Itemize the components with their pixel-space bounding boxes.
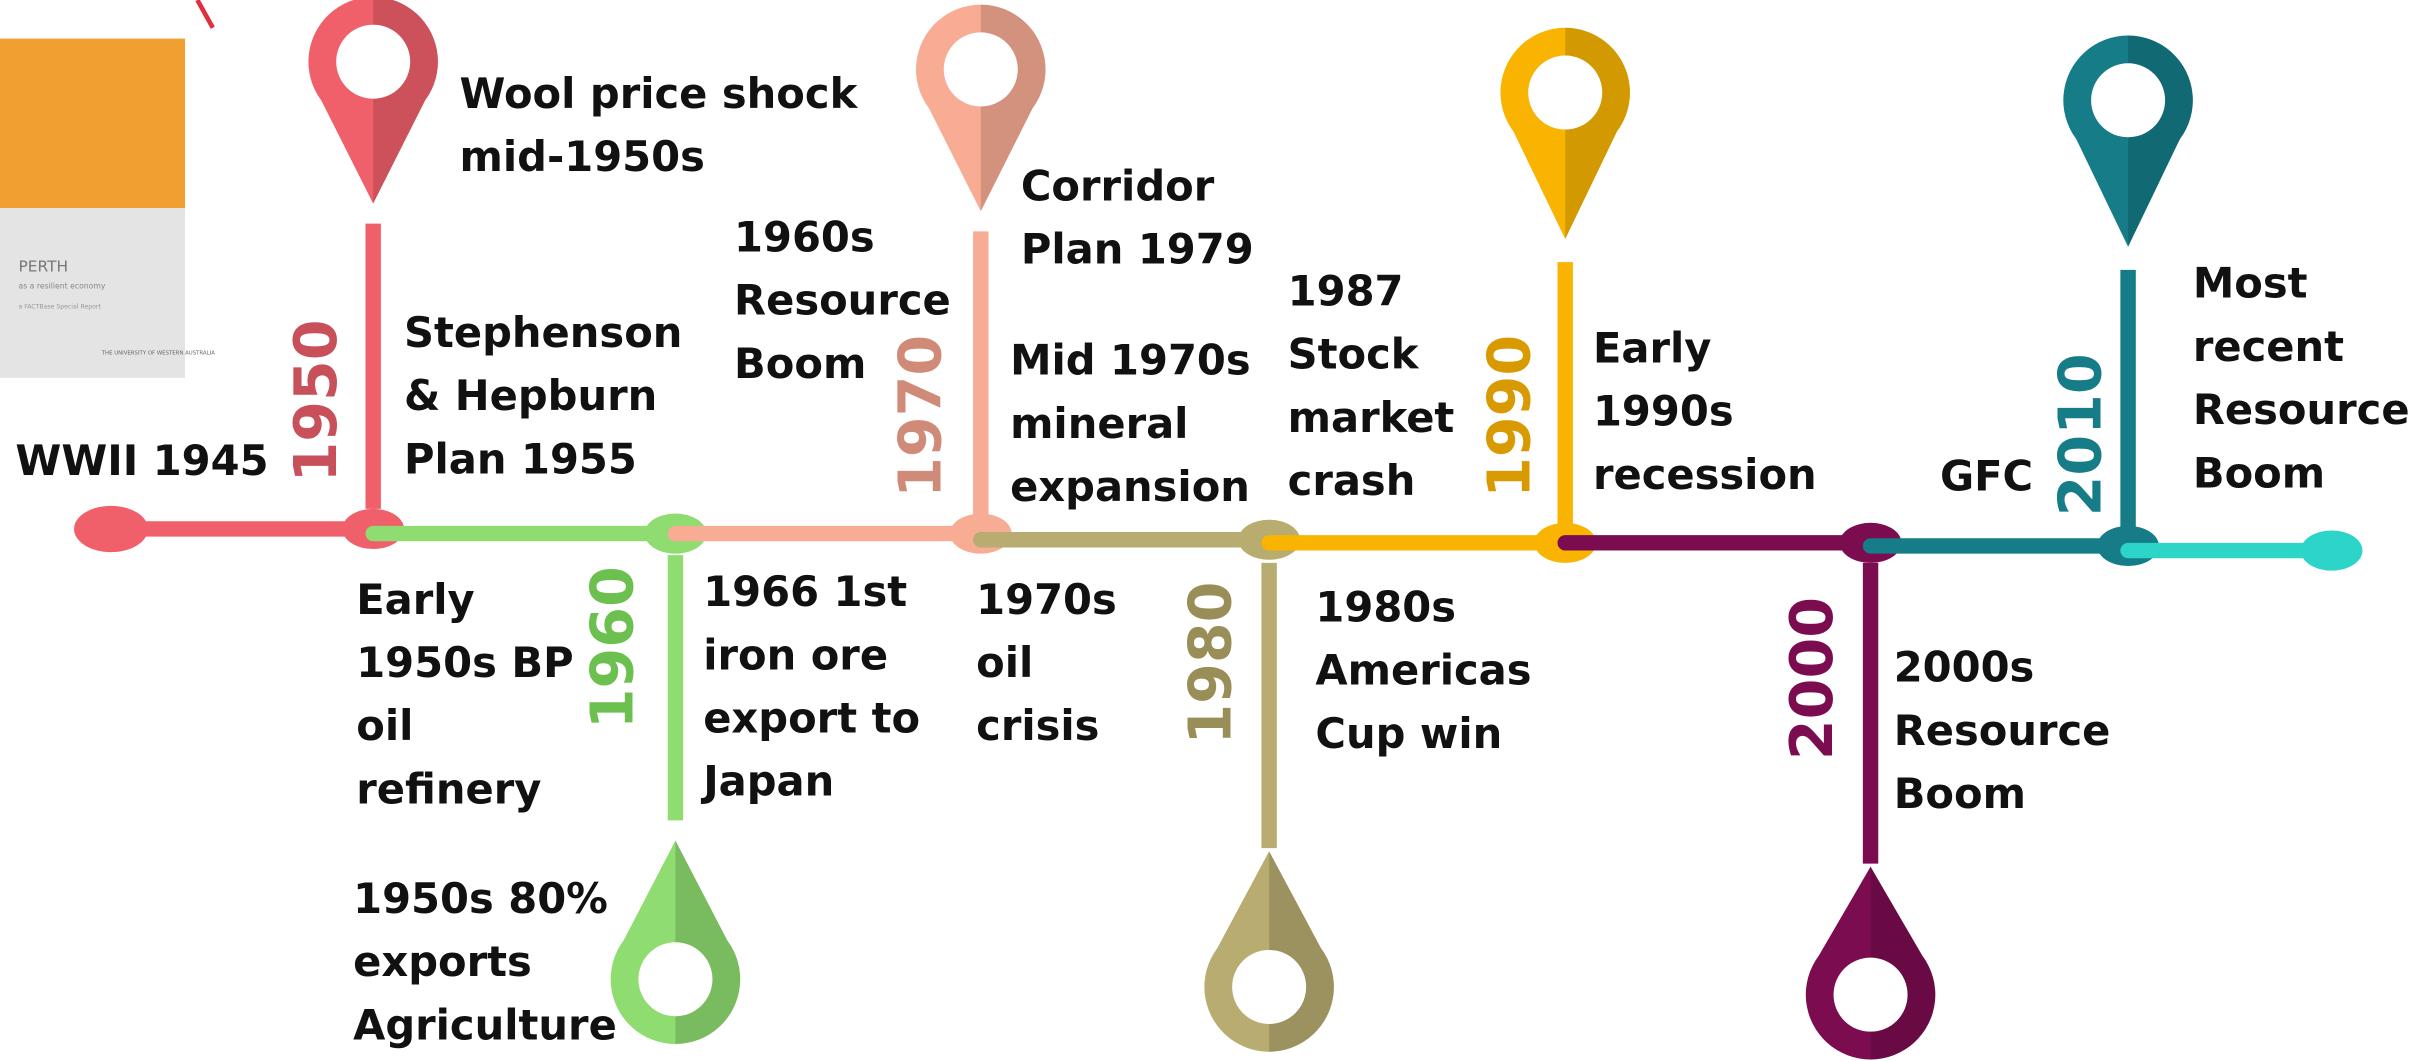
event-line: Early xyxy=(356,575,474,624)
event-line: oil xyxy=(356,701,413,750)
pin-hole xyxy=(943,32,1018,107)
event-line: Stephenson xyxy=(404,308,682,357)
event-text: 1970s oil crisis xyxy=(976,575,1117,750)
year-label: 1960 xyxy=(578,566,646,729)
year-label: 1990 xyxy=(1476,335,1544,498)
event-line: market xyxy=(1288,393,1455,442)
event-text: 1987 Stock market crash xyxy=(1288,266,1455,505)
cover-subtitle: as a resilient economy xyxy=(19,281,106,290)
event-text: 2000s Resource Boom xyxy=(1894,643,2111,818)
event-text: 1950s 80% exports Agriculture xyxy=(353,874,617,1049)
pin-hole xyxy=(336,24,411,99)
event-line: oil xyxy=(976,638,1033,687)
event-line: recession xyxy=(1593,450,1817,499)
event-text: Most recent Resource Boom xyxy=(2193,259,2410,498)
event-line: recent xyxy=(2193,322,2344,371)
year-label: 1970 xyxy=(887,335,955,498)
event-line: Cup win xyxy=(1315,709,1502,758)
event-line: 1990s xyxy=(1593,387,1734,436)
event-text: 1966 1st iron ore export to Japan xyxy=(700,567,920,806)
event-text: Mid 1970s mineral expansion xyxy=(1010,336,1251,511)
event-text: Early 1990s recession xyxy=(1593,323,1817,498)
cover-top xyxy=(0,38,186,209)
event-line: 1966 1st xyxy=(703,567,907,616)
event-line: & Hepburn xyxy=(404,371,657,420)
event-line: Stock xyxy=(1288,330,1420,379)
event-line: Mid 1970s xyxy=(1010,336,1251,385)
cover-note: a FACTBase Special Report xyxy=(19,303,102,310)
event-text: Early 1950s BP oil refinery xyxy=(356,575,573,814)
event-line: 1950s 80% xyxy=(353,874,608,923)
cover-title: PERTH xyxy=(19,257,69,275)
pin-hole xyxy=(638,942,713,1017)
event-line: Corridor xyxy=(1021,161,1215,210)
event-line: 2000s xyxy=(1894,643,2035,692)
event-text: Corridor Plan 1979 xyxy=(1021,161,1254,273)
cover-bottom xyxy=(0,208,186,378)
pin-hole xyxy=(1528,55,1603,130)
year-label: 1950 xyxy=(282,319,350,482)
event-text: 1980s Americas Cup win xyxy=(1315,582,1531,757)
year-label: 2010 xyxy=(2046,353,2114,516)
year-label: 2000 xyxy=(1778,597,1846,760)
event-line: 1970s xyxy=(976,575,1117,624)
pin-hole xyxy=(1833,957,1908,1032)
event-line: Plan 1955 xyxy=(404,434,637,483)
event-line: expansion xyxy=(1010,462,1250,511)
event-line: mid-1950s xyxy=(460,132,705,181)
pin-hole xyxy=(2091,63,2166,138)
event-line: exports xyxy=(353,937,532,986)
event-line: Resource xyxy=(1894,706,2111,755)
arrow-decoration xyxy=(195,0,215,29)
event-line: Most xyxy=(2193,259,2308,308)
event-line: mineral xyxy=(1010,399,1188,448)
end-dot xyxy=(2300,530,2363,571)
event-line: iron ore xyxy=(703,630,888,679)
event-line: Americas xyxy=(1315,646,1531,695)
event-text: GFC xyxy=(1940,451,2033,500)
year-label: 1980 xyxy=(1177,582,1245,745)
event-line: Wool price shock xyxy=(460,69,859,118)
report-cover: PERTH as a resilient economy a FACTBase … xyxy=(0,38,215,378)
event-line: Boom xyxy=(734,339,866,388)
event-line: Boom xyxy=(2193,448,2325,497)
event-line: Resource xyxy=(734,276,951,325)
event-line: 1950s BP xyxy=(356,638,573,687)
event-text: Wool price shock mid-1950s xyxy=(460,69,859,181)
event-line: crash xyxy=(1288,456,1416,505)
event-line: crisis xyxy=(976,701,1099,750)
cover-logo: THE UNIVERSITY OF WESTERN AUSTRALIA xyxy=(101,351,215,357)
event-line: GFC xyxy=(1940,451,2033,500)
event-line: 1980s xyxy=(1315,582,1456,631)
event-line: Agriculture xyxy=(353,1000,617,1049)
event-line: 1960s xyxy=(734,212,875,261)
event-line: Japan xyxy=(700,757,834,806)
event-text: Stephenson & Hepburn Plan 1955 xyxy=(404,308,682,483)
event-line: Resource xyxy=(2193,385,2410,434)
event-text: 1960s Resource Boom xyxy=(734,212,951,387)
event-line: 1987 xyxy=(1288,266,1404,315)
pin-hole xyxy=(1232,949,1307,1024)
event-line: Plan 1979 xyxy=(1021,225,1254,274)
event-line: refinery xyxy=(356,764,541,813)
event-line: export to xyxy=(703,694,920,743)
start-label: WWII 1945 xyxy=(15,436,268,485)
event-line: Early xyxy=(1593,323,1711,372)
event-line: Boom xyxy=(1894,769,2026,818)
